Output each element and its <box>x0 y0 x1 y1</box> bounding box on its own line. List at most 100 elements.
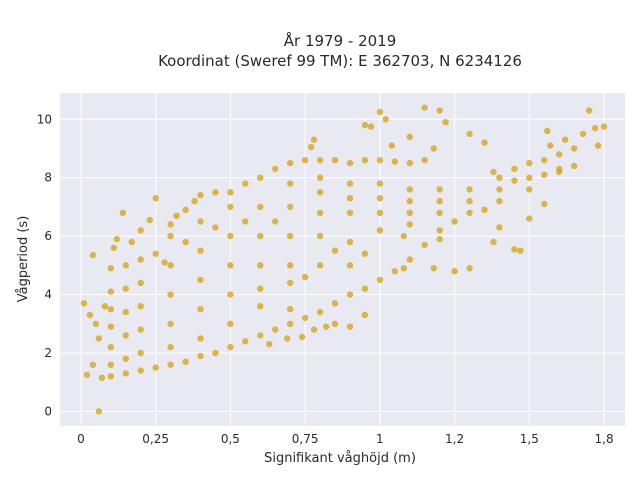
scatter-point <box>107 306 115 313</box>
scatter-point <box>191 197 198 205</box>
scatter-point <box>107 361 115 368</box>
plot-background <box>60 93 625 426</box>
scatter-point <box>421 157 428 164</box>
scatter-point <box>227 320 234 327</box>
x-axis-title: Signifikant våghöjd (m) <box>264 451 416 466</box>
scatter-point <box>316 209 324 216</box>
scatter-point <box>197 247 204 254</box>
scatter-point <box>89 361 97 368</box>
scatter-point <box>436 227 443 234</box>
scatter-point <box>212 189 219 196</box>
scatter-point <box>430 265 437 272</box>
scatter-point <box>257 232 264 240</box>
scatter-point <box>376 157 384 164</box>
scatter-point <box>307 143 315 151</box>
scatter-point <box>406 133 413 140</box>
scatter-point <box>86 311 94 319</box>
scatter-point <box>436 197 443 205</box>
scatter-point <box>591 124 599 132</box>
scatter-point <box>421 241 428 249</box>
scatter-point <box>137 303 144 310</box>
scatter-point <box>95 335 103 342</box>
scatter-point <box>113 235 121 243</box>
scatter-point <box>316 157 324 164</box>
scatter-point <box>376 195 384 202</box>
scatter-point <box>406 209 413 216</box>
scatter-point <box>167 262 174 269</box>
scatter-point <box>137 349 144 357</box>
scatter-point <box>316 308 324 316</box>
scatter-point <box>579 130 587 138</box>
scatter-point <box>361 157 369 164</box>
scatter-point <box>376 227 384 234</box>
scatter-point <box>391 268 398 275</box>
scatter-points <box>80 104 608 415</box>
scatter-point <box>287 262 294 269</box>
scatter-point <box>481 206 488 213</box>
scatter-point <box>436 107 443 114</box>
scatter-point <box>331 157 339 164</box>
scatter-point <box>152 195 159 202</box>
scatter-point <box>212 224 219 231</box>
scatter-point <box>122 370 129 377</box>
scatter-point <box>376 209 384 216</box>
scatter-point <box>212 349 219 357</box>
x-tick-label: 0,75 <box>292 432 319 446</box>
scatter-point <box>466 209 473 216</box>
scatter-point <box>197 306 204 313</box>
scatter-point <box>406 186 413 193</box>
scatter-point <box>167 232 174 240</box>
scatter-point <box>571 162 578 170</box>
scatter-point <box>167 291 174 298</box>
scatter-point <box>107 343 115 351</box>
scatter-point <box>346 180 354 187</box>
scatter-point <box>406 256 413 263</box>
scatter-point <box>242 338 249 345</box>
y-tick-label: 10 <box>37 112 52 126</box>
scatter-point <box>436 186 443 193</box>
scatter-point <box>287 180 294 187</box>
scatter-point <box>167 361 174 368</box>
scatter-point <box>107 265 115 272</box>
scatter-point <box>361 285 369 292</box>
scatter-point <box>388 142 395 149</box>
scatter-point <box>346 159 354 167</box>
scatter-point <box>481 139 488 146</box>
scatter-point <box>227 291 234 298</box>
scatter-point <box>331 320 339 327</box>
scatter-point <box>600 123 608 130</box>
scatter-point <box>301 157 309 164</box>
scatter-point <box>146 216 153 224</box>
scatter-point <box>421 104 428 111</box>
scatter-point <box>406 197 413 205</box>
y-tick-label: 6 <box>44 229 52 243</box>
x-tick-label: 1 <box>376 432 384 446</box>
scatter-point <box>173 212 180 219</box>
scatter-point <box>376 276 384 284</box>
scatter-point <box>490 168 497 176</box>
scatter-point <box>80 300 88 307</box>
scatter-point <box>526 159 533 167</box>
x-tick-label: 0,5 <box>221 432 240 446</box>
scatter-point <box>287 203 294 211</box>
scatter-point <box>466 130 473 138</box>
x-tick-label: 0,25 <box>142 432 169 446</box>
scatter-point <box>197 335 204 342</box>
scatter-point <box>346 262 354 269</box>
scatter-point <box>161 259 168 266</box>
scatter-point <box>137 326 144 333</box>
scatter-point <box>266 341 273 348</box>
scatter-point <box>361 311 369 319</box>
scatter-point <box>436 235 443 243</box>
scatter-point <box>496 174 503 181</box>
scatter-point <box>511 246 518 253</box>
scatter-point <box>541 171 548 178</box>
scatter-point <box>101 303 109 310</box>
scatter-point <box>526 174 533 181</box>
scatter-point <box>227 343 234 351</box>
scatter-point <box>361 121 369 129</box>
scatter-point <box>310 326 318 333</box>
scatter-point <box>541 200 548 208</box>
scatter-point <box>272 165 279 173</box>
scatter-point <box>107 288 115 295</box>
